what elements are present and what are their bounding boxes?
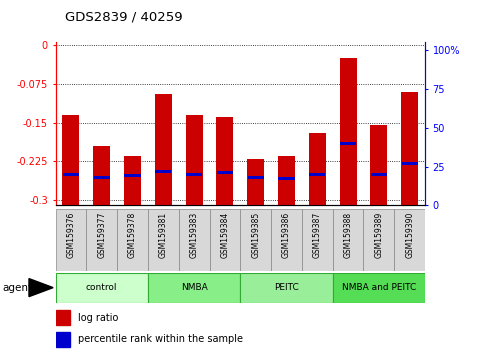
Bar xyxy=(86,209,117,271)
Text: GSM159387: GSM159387 xyxy=(313,212,322,258)
Bar xyxy=(56,273,148,303)
Text: GSM159381: GSM159381 xyxy=(159,212,168,258)
Bar xyxy=(401,92,418,205)
Bar xyxy=(56,209,86,271)
Text: GSM159390: GSM159390 xyxy=(405,212,414,258)
Bar xyxy=(333,273,425,303)
Bar xyxy=(56,310,71,325)
Bar xyxy=(155,170,171,173)
Text: GSM159388: GSM159388 xyxy=(343,212,353,258)
Bar xyxy=(309,173,326,176)
Bar xyxy=(240,209,271,271)
Bar xyxy=(210,209,240,271)
Bar xyxy=(185,115,202,205)
Bar xyxy=(278,156,295,205)
Bar xyxy=(179,209,210,271)
Bar xyxy=(148,273,241,303)
Bar xyxy=(124,156,141,205)
Bar xyxy=(278,177,295,181)
Bar xyxy=(370,125,387,205)
Bar xyxy=(371,173,387,176)
Bar xyxy=(125,175,141,177)
Bar xyxy=(401,162,418,165)
Bar xyxy=(309,133,326,205)
Bar xyxy=(155,94,172,205)
Text: PEITC: PEITC xyxy=(274,283,299,292)
Bar xyxy=(117,209,148,271)
Text: GSM159385: GSM159385 xyxy=(251,212,260,258)
Text: NMBA and PEITC: NMBA and PEITC xyxy=(342,283,416,292)
Bar xyxy=(340,142,356,145)
Text: GDS2839 / 40259: GDS2839 / 40259 xyxy=(65,11,183,24)
Bar xyxy=(271,209,302,271)
Bar xyxy=(340,58,356,205)
Bar xyxy=(248,176,264,179)
Bar xyxy=(216,118,233,205)
Text: NMBA: NMBA xyxy=(181,283,208,292)
Bar xyxy=(240,273,333,303)
Bar xyxy=(56,332,71,347)
Bar xyxy=(333,209,364,271)
Bar xyxy=(62,115,79,205)
Bar xyxy=(394,209,425,271)
Bar xyxy=(148,209,179,271)
Text: agent: agent xyxy=(2,282,32,293)
Text: GSM159384: GSM159384 xyxy=(220,212,229,258)
Bar xyxy=(247,159,264,205)
Bar xyxy=(302,209,333,271)
Bar xyxy=(94,176,110,179)
Bar xyxy=(63,173,79,176)
Text: log ratio: log ratio xyxy=(78,313,118,323)
Text: GSM159377: GSM159377 xyxy=(97,212,106,258)
Text: GSM159386: GSM159386 xyxy=(282,212,291,258)
Text: GSM159378: GSM159378 xyxy=(128,212,137,258)
Bar xyxy=(93,146,110,205)
Bar xyxy=(217,171,233,174)
Text: control: control xyxy=(86,283,117,292)
Text: GSM159376: GSM159376 xyxy=(67,212,75,258)
Bar xyxy=(364,209,394,271)
Text: GSM159383: GSM159383 xyxy=(190,212,199,258)
Polygon shape xyxy=(29,279,53,297)
Text: percentile rank within the sample: percentile rank within the sample xyxy=(78,334,243,344)
Bar xyxy=(186,173,202,176)
Text: GSM159389: GSM159389 xyxy=(374,212,384,258)
